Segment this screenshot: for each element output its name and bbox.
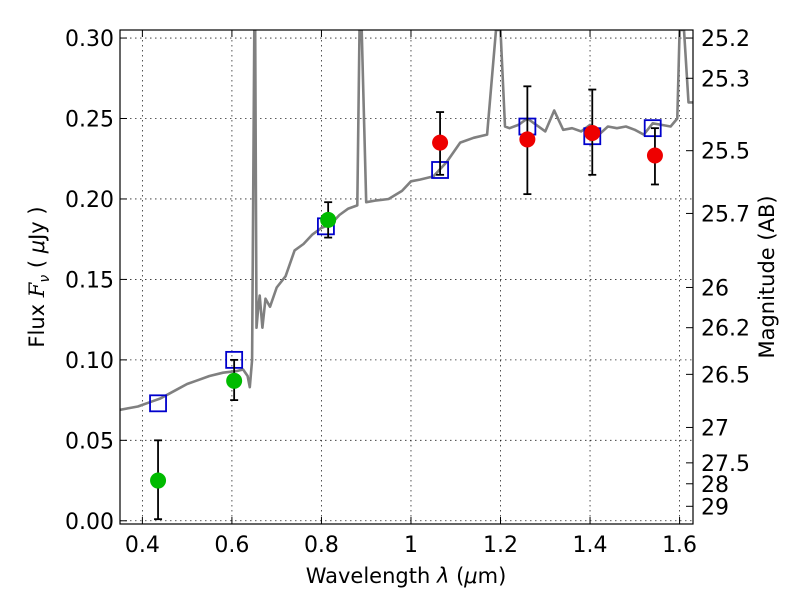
template-spectrum-line	[120, 30, 693, 412]
y-tick-label: 0.15	[65, 268, 114, 293]
y-tick-label: 0.20	[65, 188, 114, 213]
mag-tick-label: 25.5	[701, 140, 750, 165]
x-axis-label: Wavelength λ (μm)	[306, 564, 507, 588]
observed-flux-point	[150, 472, 167, 489]
mag-tick-label: 25.3	[701, 67, 750, 92]
x-tick-label: 1	[404, 533, 418, 558]
mag-tick-label: 29	[701, 495, 729, 520]
y-tick-label: 0.00	[65, 510, 114, 535]
x-tick-label: 0.8	[304, 533, 339, 558]
mag-tick-label: 26	[701, 276, 729, 301]
plot-area	[120, 30, 693, 521]
grid-lines	[120, 30, 693, 524]
mag-tick-label: 26.2	[701, 317, 750, 342]
observed-flux-point	[432, 134, 449, 151]
y-tick-label: 0.10	[65, 349, 114, 374]
observed-flux-point	[320, 211, 337, 228]
mag-tick-label: 27.5	[701, 452, 750, 477]
magnitude-axis-label: Magnitude (AB)	[755, 195, 779, 358]
mag-tick-label: 25.7	[701, 202, 750, 227]
y-tick-label: 0.25	[65, 108, 114, 133]
mag-tick-label: 28	[701, 473, 729, 498]
mag-tick-label: 27	[701, 416, 729, 441]
observed-flux-point	[646, 147, 663, 164]
x-tick-label: 0.6	[214, 533, 249, 558]
x-tick-label: 1.6	[662, 533, 697, 558]
mag-tick-label: 26.5	[701, 363, 750, 388]
y-tick-label: 0.30	[65, 27, 114, 52]
axis-ticks: 0.4 0.6 0.8 1 1.2 1.4 1.6 0.00 0.05 0.10 0.15 0.20 0…	[65, 27, 750, 558]
x-tick-label: 0.4	[125, 533, 160, 558]
y-tick-label: 0.05	[65, 429, 114, 454]
x-tick-label: 1.4	[573, 533, 608, 558]
model-flux-square	[643, 119, 662, 138]
observed-flux-point	[519, 131, 536, 148]
y-axis-label: Flux Fν ( μJy )	[25, 206, 53, 347]
axes-frame	[119, 29, 694, 525]
model-flux-square	[149, 394, 167, 413]
x-tick-label: 1.2	[483, 533, 518, 558]
observed-flux-point	[584, 124, 601, 141]
observed-flux-point	[226, 372, 243, 389]
mag-tick-label: 25.2	[701, 27, 750, 52]
